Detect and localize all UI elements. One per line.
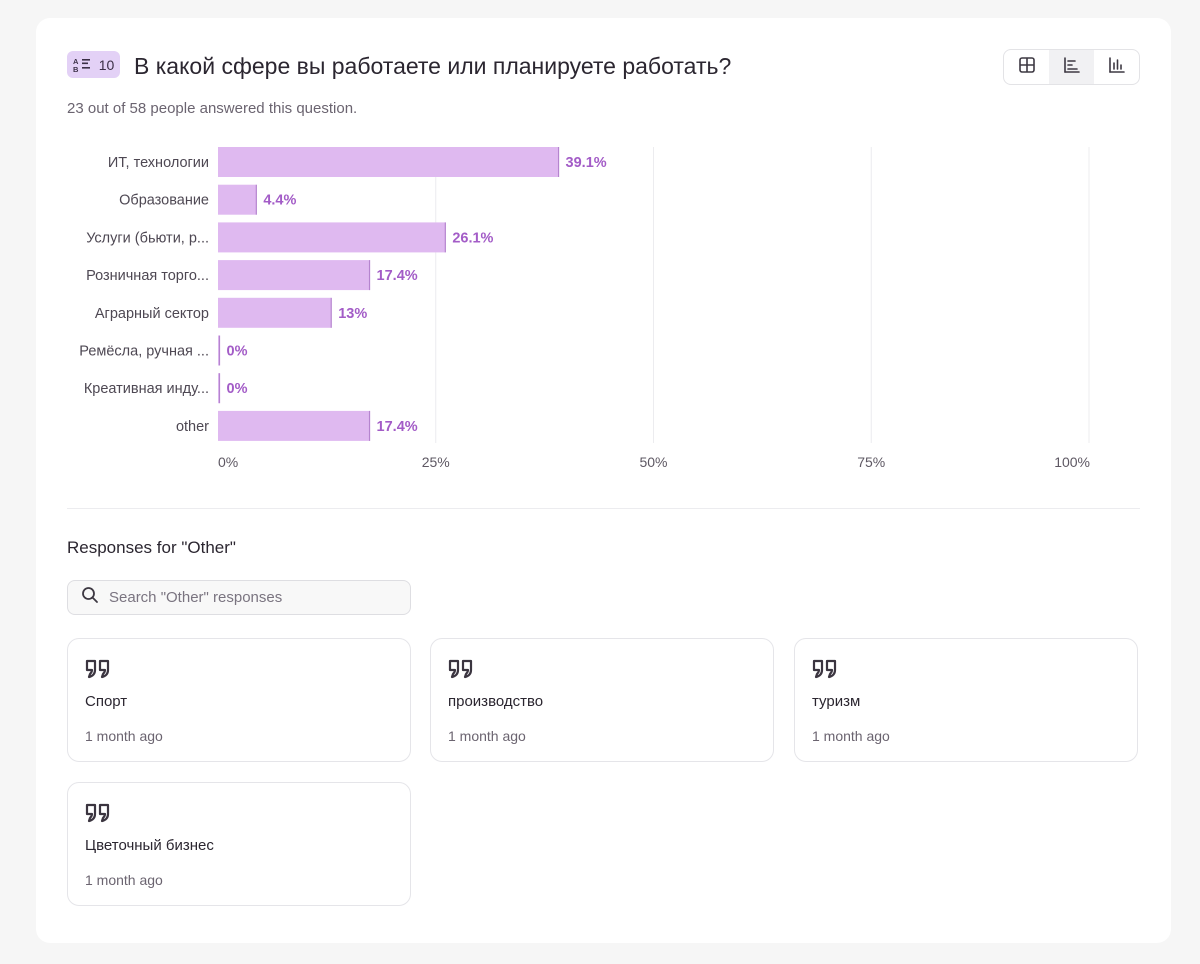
table-icon bbox=[1018, 56, 1036, 79]
value-label: 13% bbox=[338, 306, 367, 322]
response-time: 1 month ago bbox=[85, 872, 163, 888]
quote-icon bbox=[448, 659, 474, 684]
value-label: 17.4% bbox=[377, 419, 418, 435]
horizontal-bar-chart: 0% 25% 50% 75% 100% ИТ, технологии 39.1% Образо… bbox=[79, 147, 1090, 470]
bar[interactable] bbox=[218, 297, 332, 328]
search-input[interactable] bbox=[107, 588, 391, 607]
response-time: 1 month ago bbox=[448, 728, 526, 744]
view-toggle bbox=[1003, 49, 1140, 85]
response-card: Цветочный бизнес 1 month ago bbox=[67, 782, 411, 906]
response-text: производство bbox=[448, 693, 544, 710]
bar[interactable] bbox=[218, 335, 220, 366]
table-view-button[interactable] bbox=[1004, 50, 1049, 84]
bar[interactable] bbox=[218, 260, 370, 291]
bar[interactable] bbox=[218, 147, 559, 177]
category-label: other bbox=[176, 419, 209, 435]
bar[interactable] bbox=[218, 222, 446, 253]
vertical-bar-view-button[interactable] bbox=[1094, 50, 1139, 84]
category-label: Ремёсла, ручная ... bbox=[79, 344, 209, 360]
x-tick-label: 25% bbox=[422, 454, 450, 470]
quote-icon bbox=[85, 659, 111, 684]
value-label: 26.1% bbox=[452, 230, 493, 246]
x-tick-label: 0% bbox=[218, 454, 238, 470]
category-label: Услуги (бьюти, р... bbox=[86, 230, 209, 246]
search-icon bbox=[81, 586, 99, 609]
category-label: Розничная торго... bbox=[86, 268, 209, 284]
svg-text:A: A bbox=[73, 57, 79, 66]
bar[interactable] bbox=[218, 184, 257, 215]
question-number-badge: A B 10 bbox=[67, 51, 120, 78]
question-title: В какой сфере вы работаете или планирует… bbox=[134, 53, 732, 79]
svg-text:B: B bbox=[73, 65, 79, 73]
value-label: 0% bbox=[227, 344, 248, 360]
category-label: Креативная инду... bbox=[84, 381, 209, 397]
question-summary-card: A B 10 В какой сфере вы работаете или пл… bbox=[36, 18, 1171, 943]
horizontal-bar-chart-icon bbox=[1063, 56, 1081, 79]
other-responses-search bbox=[67, 580, 411, 615]
response-card: производство 1 month ago bbox=[430, 638, 774, 762]
x-tick-label: 50% bbox=[639, 454, 667, 470]
category-label: Аграрный сектор bbox=[95, 306, 209, 322]
multiple-choice-icon: A B bbox=[73, 57, 91, 73]
vertical-bar-chart-icon bbox=[1108, 56, 1126, 79]
bar[interactable] bbox=[218, 410, 370, 441]
section-divider bbox=[67, 508, 1140, 509]
category-label: Образование bbox=[119, 193, 209, 209]
response-time: 1 month ago bbox=[812, 728, 890, 744]
response-time: 1 month ago bbox=[85, 728, 163, 744]
horizontal-bar-view-button[interactable] bbox=[1049, 50, 1094, 84]
response-card: Спорт 1 month ago bbox=[67, 638, 411, 762]
value-label: 17.4% bbox=[377, 268, 418, 284]
response-card: туризм 1 month ago bbox=[794, 638, 1138, 762]
other-responses-title: Responses for "Other" bbox=[67, 538, 236, 557]
x-tick-label: 100% bbox=[1054, 454, 1090, 470]
value-label: 0% bbox=[227, 381, 248, 397]
quote-icon bbox=[85, 803, 111, 828]
response-text: Цветочный бизнес bbox=[85, 837, 214, 854]
response-text: Спорт bbox=[85, 693, 128, 710]
question-number: 10 bbox=[98, 56, 115, 73]
value-label: 4.4% bbox=[263, 193, 296, 209]
quote-icon bbox=[812, 659, 838, 684]
category-label: ИТ, технологии bbox=[108, 155, 209, 171]
value-label: 39.1% bbox=[566, 155, 607, 171]
response-text: туризм bbox=[812, 693, 861, 710]
bar[interactable] bbox=[218, 373, 220, 404]
answered-count: 23 out of 58 people answered this questi… bbox=[67, 100, 358, 117]
x-tick-label: 75% bbox=[857, 454, 885, 470]
